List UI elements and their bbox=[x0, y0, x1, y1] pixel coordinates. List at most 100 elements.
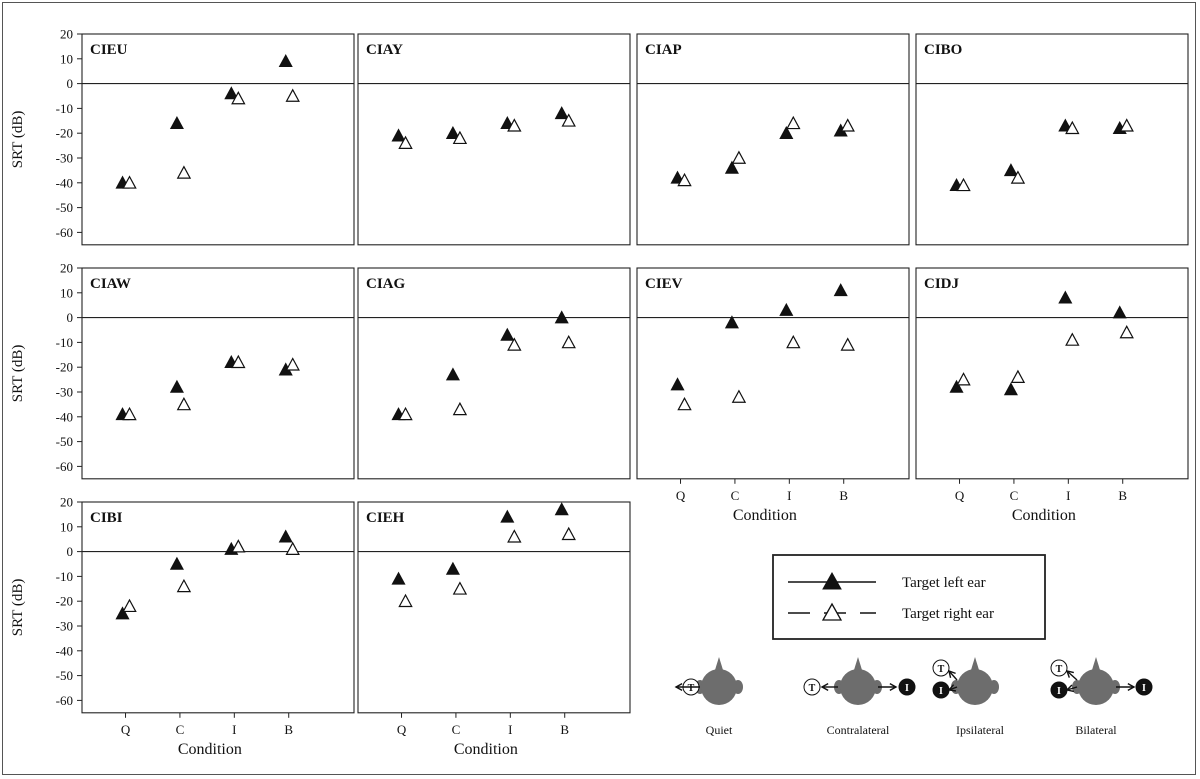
marker-left-Q bbox=[391, 571, 406, 585]
y-tick-label: -30 bbox=[56, 619, 73, 634]
y-axis-label: SRT (dB) bbox=[10, 111, 26, 169]
marker-left-C bbox=[445, 367, 460, 381]
panel-box bbox=[915, 267, 1189, 480]
target-speaker-icon bbox=[932, 659, 950, 677]
panel-title: CIEU bbox=[90, 42, 128, 58]
y-tick-label: -20 bbox=[56, 594, 73, 609]
panel-box bbox=[636, 33, 910, 246]
y-tick-label: 10 bbox=[60, 51, 73, 66]
head-icon bbox=[957, 669, 993, 705]
arrowhead-icon bbox=[820, 683, 829, 691]
marker-left-C bbox=[724, 160, 739, 174]
arrowhead-icon bbox=[1065, 684, 1074, 693]
marker-right-Q bbox=[122, 598, 137, 613]
target-speaker-icon-letter: T bbox=[938, 664, 945, 675]
panel-cieh: CIEH Q C I B Condition bbox=[357, 501, 631, 758]
y-tick-label: -20 bbox=[56, 360, 73, 375]
diagram-quiet: T Quiet bbox=[674, 657, 743, 737]
nose-icon bbox=[1092, 657, 1100, 670]
y-tick-label: 0 bbox=[67, 76, 74, 91]
panel-cieu: CIEU 20 10 0 -10 -20 -30 -40 -50 -60 SRT (dB) bbox=[10, 27, 355, 246]
y-tick-label: -60 bbox=[56, 693, 73, 708]
legend-label-left: Target left ear bbox=[902, 575, 986, 591]
y-tick-label: -30 bbox=[56, 151, 73, 166]
y-tick-label: -10 bbox=[56, 569, 73, 584]
panel-box bbox=[81, 33, 355, 246]
x-tick-label: I bbox=[787, 488, 791, 503]
y-tick-label: -30 bbox=[56, 385, 73, 400]
legend-marker-left bbox=[822, 571, 842, 590]
y-tick-label: -40 bbox=[56, 175, 73, 190]
target-speaker-icon-letter: T bbox=[688, 683, 695, 694]
marker-left-B bbox=[1112, 305, 1127, 319]
marker-right-I bbox=[507, 118, 522, 132]
x-axis-label: Condition bbox=[733, 507, 797, 524]
arrowhead-icon bbox=[1065, 670, 1074, 678]
marker-left-I bbox=[500, 509, 515, 523]
marker-right-B bbox=[1119, 118, 1134, 132]
panel-box bbox=[636, 267, 910, 480]
arrowhead-icon bbox=[674, 683, 683, 691]
marker-right-I bbox=[1065, 332, 1080, 346]
marker-left-I bbox=[779, 302, 794, 316]
panel-box bbox=[915, 33, 1189, 246]
interferer-speaker-icon-letter: I bbox=[1142, 683, 1146, 694]
head-icon bbox=[840, 669, 876, 705]
marker-left-Q bbox=[391, 128, 406, 142]
panel-cibo: CIBO bbox=[915, 33, 1189, 246]
marker-right-I bbox=[1065, 120, 1080, 135]
x-axis-label: Condition bbox=[1012, 507, 1076, 524]
y-tick-label: 20 bbox=[60, 27, 73, 42]
marker-right-C bbox=[1010, 170, 1026, 184]
panel-box bbox=[357, 501, 631, 714]
head-icon bbox=[701, 669, 737, 705]
x-tick-label: Q bbox=[676, 488, 686, 503]
panel-cidj: CIDJ Q C I B Condition bbox=[915, 267, 1189, 524]
legend: Target left ear Target right ear bbox=[772, 554, 1046, 640]
arrow-icon bbox=[1066, 686, 1078, 691]
diagram-ipsilateral: TI Ipsilateral bbox=[932, 657, 1005, 737]
marker-right-C bbox=[452, 401, 468, 416]
marker-right-Q bbox=[398, 593, 413, 608]
x-tick-label: I bbox=[1066, 488, 1070, 503]
interferer-speaker-icon-letter: I bbox=[905, 683, 909, 694]
y-tick-label: -60 bbox=[56, 459, 73, 474]
y-tick-label: 20 bbox=[60, 261, 73, 276]
interferer-speaker-icon-letter: I bbox=[1057, 686, 1061, 697]
diagram-label: Ipsilateral bbox=[956, 723, 1005, 737]
marker-right-I bbox=[786, 334, 801, 349]
panel-ciaw: CIAW 20 10 0 -10 -20 -30 -40 -50 -60 SRT (dB) bbox=[10, 261, 355, 480]
marker-left-I bbox=[500, 327, 515, 341]
target-speaker-icon bbox=[803, 678, 821, 696]
marker-left-B bbox=[554, 106, 569, 120]
marker-right-C bbox=[731, 150, 747, 164]
x-tick-label: C bbox=[1010, 488, 1019, 503]
panel-ciay: CIAY bbox=[357, 33, 631, 246]
marker-left-B bbox=[278, 529, 293, 543]
marker-right-I bbox=[507, 337, 522, 351]
x-axis-label: Condition bbox=[454, 741, 518, 758]
y-tick-label: 10 bbox=[60, 285, 73, 300]
y-tick-label: -50 bbox=[56, 200, 73, 215]
marker-left-C bbox=[169, 556, 184, 570]
panel-title: CIEV bbox=[645, 276, 683, 292]
panel-ciap: CIAP bbox=[636, 33, 910, 246]
arrowhead-icon bbox=[947, 684, 957, 692]
y-tick-label: -60 bbox=[56, 225, 73, 240]
panel-title: CIAP bbox=[645, 42, 682, 58]
target-speaker-icon-letter: T bbox=[1056, 664, 1063, 675]
y-tick-label: -20 bbox=[56, 126, 73, 141]
panel-title: CIAG bbox=[366, 276, 406, 292]
marker-left-B bbox=[554, 310, 569, 324]
marker-right-Q bbox=[398, 406, 413, 421]
panel-title: CIAW bbox=[90, 276, 131, 292]
marker-right-B bbox=[1119, 325, 1134, 339]
marker-right-Q bbox=[122, 175, 137, 189]
marker-right-B bbox=[561, 113, 576, 127]
panel-box bbox=[357, 267, 631, 480]
head-icon bbox=[1078, 669, 1114, 705]
marker-right-I bbox=[507, 529, 522, 543]
